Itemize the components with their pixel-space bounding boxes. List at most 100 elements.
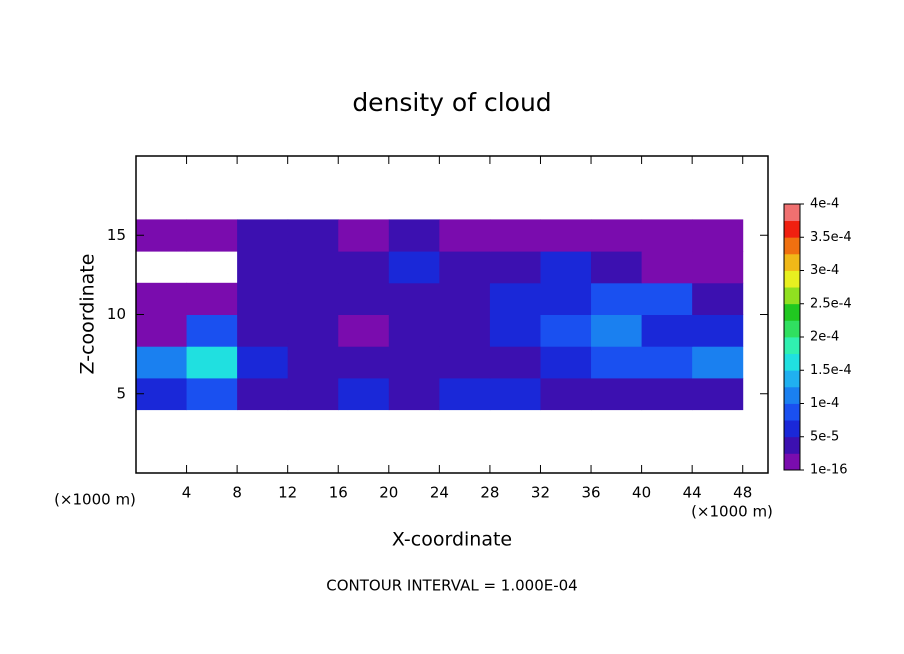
field-cell	[388, 314, 440, 347]
field-cell	[237, 219, 289, 252]
colorbar-tick-label: 5e-5	[810, 429, 839, 444]
field-cell	[489, 346, 541, 379]
x-tick-label: 8	[232, 484, 242, 502]
field	[136, 219, 744, 411]
field-cell	[489, 314, 541, 347]
field-cell	[388, 346, 440, 379]
field-cell	[439, 346, 491, 379]
x-tick-label: 20	[379, 484, 398, 502]
colorbar-band	[784, 353, 800, 371]
field-cell	[439, 377, 491, 411]
field-cell	[287, 314, 339, 347]
colorbar-tick-label: 4e-4	[810, 197, 839, 212]
field-cell	[186, 219, 238, 252]
field-cell	[692, 314, 744, 347]
colorbar-tick-label: 1e-4	[810, 396, 839, 411]
y-tick-label: 10	[107, 305, 126, 323]
field-cell	[641, 251, 693, 284]
colorbar-band	[784, 403, 800, 421]
x-axis-label: X-coordinate	[392, 529, 512, 551]
field-cell	[641, 282, 693, 315]
field-cell	[439, 282, 491, 315]
footer-note: CONTOUR INTERVAL = 1.000E-04	[326, 577, 577, 595]
field-cell	[591, 219, 643, 252]
field-cell	[540, 346, 592, 379]
colorbar-band	[784, 237, 800, 255]
x-tick-label: 24	[430, 484, 449, 502]
field-cell	[237, 314, 289, 347]
field-cell	[641, 377, 693, 411]
field-cell	[136, 282, 188, 315]
field-cell	[591, 251, 643, 284]
field-cell	[540, 219, 592, 252]
x-tick-label: 4	[182, 484, 192, 502]
x-tick-label: 28	[480, 484, 499, 502]
field-cell	[692, 346, 744, 379]
field-cell	[287, 346, 339, 379]
field-cell	[388, 282, 440, 315]
y-axis-label: Z-coordinate	[77, 254, 99, 375]
field-cell	[591, 282, 643, 315]
colorbar-band	[784, 270, 800, 288]
x-tick-label: 44	[683, 484, 702, 502]
field-cell	[136, 219, 188, 252]
field-cell	[641, 314, 693, 347]
colorbar-band	[784, 436, 800, 454]
colorbar-tick-label: 3e-4	[810, 263, 839, 278]
field-cell	[136, 314, 188, 347]
colorbar-band	[784, 337, 800, 355]
colorbar-tick-label: 3.5e-4	[810, 230, 852, 245]
field-cell	[489, 251, 541, 284]
chart-title: density of cloud	[352, 88, 551, 117]
field-cell	[388, 251, 440, 284]
colorbar-band	[784, 287, 800, 305]
field-cell	[540, 314, 592, 347]
field-cell	[237, 346, 289, 379]
field-cell	[489, 282, 541, 315]
field-cell	[287, 282, 339, 315]
field-cell	[591, 346, 643, 379]
field-cell	[237, 282, 289, 315]
field-cell	[338, 346, 390, 379]
y-tick-label: 15	[107, 226, 126, 244]
x-tick-label: 16	[329, 484, 348, 502]
field-cell	[237, 377, 289, 411]
field-cell	[186, 346, 238, 379]
colorbar-band	[784, 303, 800, 321]
colorbar-tick-label: 1.5e-4	[810, 363, 852, 378]
colorbar-tick-label: 1e-16	[810, 463, 848, 478]
x-tick-label: 48	[733, 484, 752, 502]
field-cell	[489, 377, 541, 411]
field-cell	[692, 377, 744, 411]
field-cell	[186, 282, 238, 315]
colorbar-band	[784, 253, 800, 271]
field-cell	[338, 282, 390, 315]
field-cell	[692, 282, 744, 315]
colorbar-band	[784, 386, 800, 404]
colorbar-band	[784, 420, 800, 438]
field-cell	[338, 219, 390, 252]
field-cell	[237, 251, 289, 284]
field-cell	[136, 346, 188, 379]
field-cell	[338, 377, 390, 411]
colorbar-band	[784, 204, 800, 222]
field-cell	[287, 377, 339, 411]
field-cell	[186, 377, 238, 411]
field-cell	[540, 282, 592, 315]
colorbar-band	[784, 370, 800, 388]
field-cell	[287, 219, 339, 252]
colorbar-band	[784, 220, 800, 238]
colorbar-band	[784, 453, 800, 471]
x-tick-label: 32	[531, 484, 550, 502]
field-cell	[388, 377, 440, 411]
field-cell	[692, 219, 744, 252]
field-cell	[388, 219, 440, 252]
field-cell	[439, 314, 491, 347]
x-tick-label: 12	[278, 484, 297, 502]
field-cell	[540, 251, 592, 284]
field-cell	[591, 377, 643, 411]
field-cell	[338, 251, 390, 284]
field-cell	[692, 251, 744, 284]
field-cell	[186, 314, 238, 347]
